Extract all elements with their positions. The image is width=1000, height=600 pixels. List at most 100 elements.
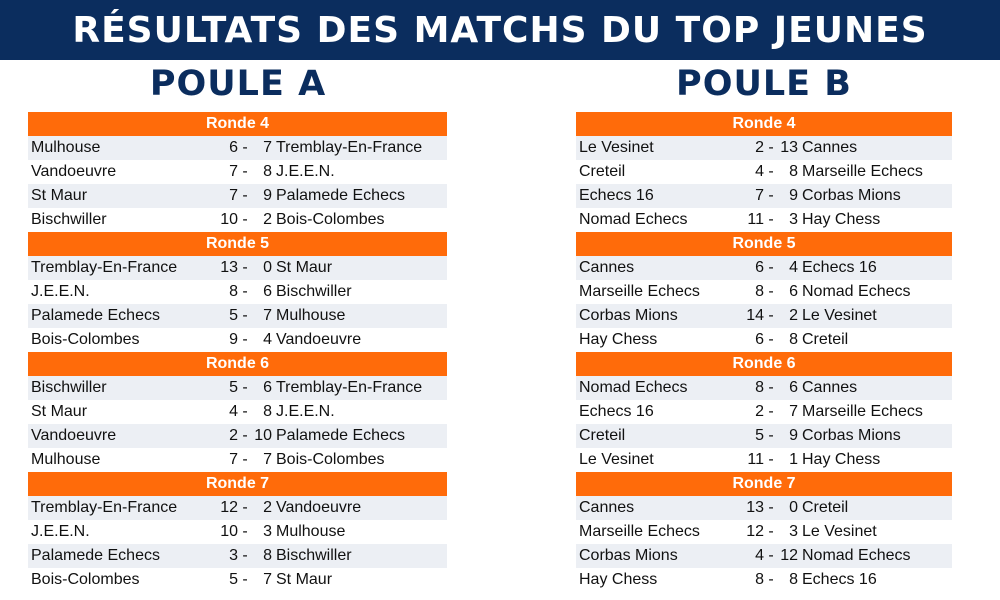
away-team: Marseille Echecs [802,163,923,180]
away-team: Mulhouse [276,307,346,324]
away-score: 10 [254,427,272,444]
home-score: 11 [747,211,764,228]
score-separator: - [768,211,774,228]
pool-a-title: POULE A [149,64,327,104]
round-header: Ronde 4 [576,112,952,136]
home-score: 5 [755,427,764,444]
away-team: Tremblay-En-France [276,379,423,396]
away-team: Marseille Echecs [802,403,923,420]
match-row: Bois-Colombes 9-4 Vandoeuvre [28,328,447,352]
away-score: 7 [789,403,798,420]
score-separator: - [242,163,248,180]
away-team: Hay Chess [802,451,881,468]
away-score: 7 [263,307,272,324]
round-header: Ronde 7 [28,472,447,496]
home-team: Nomad Echecs [579,379,688,396]
away-score: 8 [789,163,798,180]
home-score: 7 [229,187,238,204]
pool-a-results-table: Ronde 4 Mulhouse 6-7 Tremblay-En-France Vand… [28,112,447,592]
away-team: Mulhouse [276,523,346,540]
away-score: 7 [263,571,272,588]
away-score: 9 [263,187,272,204]
match-row: Cannes 13-0 Creteil [576,496,952,520]
score-separator: - [768,307,774,324]
home-score: 8 [755,571,764,588]
match-row: St Maur 7-9 Palamede Echecs [28,184,447,208]
match-row: St Maur 4-8 J.E.E.N. [28,400,447,424]
home-team: Corbas Mions [579,307,678,324]
away-score: 0 [263,259,272,276]
away-team: J.E.E.N. [276,163,335,180]
away-team: St Maur [276,571,333,588]
away-team: Cannes [802,139,858,156]
home-team: Bischwiller [31,211,107,228]
pool-b-title: POULE B [676,64,852,104]
away-team: Hay Chess [802,211,881,228]
home-score: 13 [746,499,764,516]
away-score: 8 [263,403,272,420]
home-score: 4 [755,547,764,564]
match-row: Nomad Echecs 8-6 Cannes [576,376,952,400]
score-separator: - [242,187,248,204]
home-team: Tremblay-En-France [31,499,178,516]
away-team: Echecs 16 [802,259,877,276]
home-team: Palamede Echecs [31,547,160,564]
away-score: 6 [789,283,798,300]
away-team: J.E.E.N. [276,403,335,420]
round-header: Ronde 6 [28,352,447,376]
away-team: Cannes [802,379,858,396]
away-score: 12 [780,547,798,564]
home-team: Creteil [579,427,626,444]
score-separator: - [768,163,774,180]
match-row: Le Vesinet 11-1 Hay Chess [576,448,952,472]
away-score: 2 [789,307,798,324]
score-separator: - [768,187,774,204]
away-team: Bois-Colombes [276,451,385,468]
home-score: 6 [755,259,764,276]
home-team: Mulhouse [31,139,101,156]
home-team: Nomad Echecs [579,211,688,228]
home-score: 8 [229,283,238,300]
away-score: 3 [789,523,798,540]
away-score: 8 [789,571,798,588]
match-row: Echecs 16 2-7 Marseille Echecs [576,400,952,424]
away-score: 6 [263,379,272,396]
match-row: Vandoeuvre 7-8 J.E.E.N. [28,160,447,184]
score-separator: - [768,259,774,276]
score-separator: - [768,403,774,420]
home-score: 7 [229,163,238,180]
match-row: Palamede Echecs 3-8 Bischwiller [28,544,447,568]
score-separator: - [242,139,248,156]
match-row: Creteil 5-9 Corbas Mions [576,424,952,448]
away-team: Le Vesinet [802,307,877,324]
home-team: J.E.E.N. [31,283,90,300]
match-row: Cannes 6-4 Echecs 16 [576,256,952,280]
home-team: Vandoeuvre [31,427,117,444]
home-score: 8 [755,283,764,300]
away-team: Le Vesinet [802,523,877,540]
home-score: 5 [229,571,238,588]
match-row: Marseille Echecs 12-3 Le Vesinet [576,520,952,544]
away-score: 8 [789,331,798,348]
match-row: Vandoeuvre 2-10 Palamede Echecs [28,424,447,448]
home-score: 6 [229,139,238,156]
away-team: Palamede Echecs [276,187,405,204]
home-team: Mulhouse [31,451,101,468]
away-score: 7 [263,451,272,468]
home-team: Creteil [579,163,626,180]
home-team: Echecs 16 [579,403,654,420]
away-team: Palamede Echecs [276,427,405,444]
home-team: Marseille Echecs [579,283,700,300]
home-score: 3 [229,547,238,564]
score-separator: - [768,571,774,588]
home-team: Le Vesinet [579,451,654,468]
score-separator: - [768,379,774,396]
away-team: Corbas Mions [802,187,901,204]
home-team: Bois-Colombes [31,571,140,588]
away-score: 1 [789,451,798,468]
match-row: Tremblay-En-France 12-2 Vandoeuvre [28,496,447,520]
match-row: J.E.E.N. 10-3 Mulhouse [28,520,447,544]
home-team: Corbas Mions [579,547,678,564]
score-separator: - [768,283,774,300]
home-team: Tremblay-En-France [31,259,178,276]
